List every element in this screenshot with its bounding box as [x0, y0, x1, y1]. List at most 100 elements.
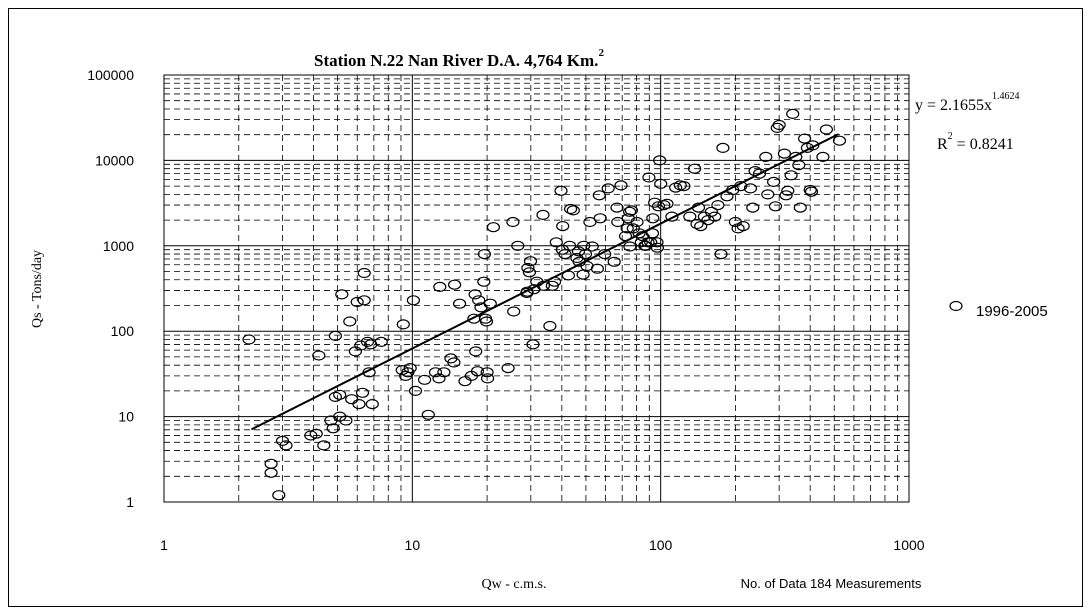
x-axis-label: Qw - c.m.s.	[482, 577, 547, 592]
data-point	[554, 185, 568, 196]
data-point	[566, 205, 580, 216]
data-point	[797, 133, 812, 144]
data-point	[576, 269, 590, 280]
data-point	[806, 140, 820, 151]
y-tick-label: 100	[111, 323, 135, 339]
trend-equation-exponent: 1.4624	[992, 91, 1020, 102]
data-point	[458, 376, 472, 387]
chart-frame: 100000 10000 1000 100 10 1 1 10 100 1000 Station…	[8, 8, 1083, 607]
data-point	[520, 286, 534, 297]
data-point	[469, 346, 483, 357]
data-point	[645, 228, 660, 239]
data-point	[479, 316, 494, 327]
data-point	[792, 160, 806, 171]
data-point	[759, 151, 773, 162]
data-point	[578, 249, 593, 260]
data-point	[620, 223, 634, 234]
trend-r2-value: = 0.8241	[953, 136, 1014, 153]
data-point	[480, 367, 494, 378]
data-point	[623, 241, 637, 252]
data-point	[418, 374, 432, 385]
data-point	[804, 186, 819, 197]
data-point	[511, 240, 525, 251]
grid-minor	[164, 75, 909, 502]
data-point	[772, 119, 786, 131]
data-point	[365, 399, 379, 410]
data-point	[781, 185, 795, 196]
data-point	[592, 190, 606, 201]
data-point	[264, 458, 278, 469]
data-point	[328, 391, 342, 402]
data-point	[242, 334, 256, 345]
data-point	[819, 124, 834, 135]
data-point	[650, 237, 664, 248]
data-point	[743, 183, 758, 194]
data-point	[585, 241, 599, 252]
data-point	[624, 205, 639, 216]
data-point	[665, 211, 679, 222]
data-point	[601, 183, 615, 194]
data-point	[432, 373, 446, 384]
data-point	[803, 184, 817, 196]
data-point	[651, 201, 666, 212]
data-point	[736, 221, 750, 232]
data-points	[242, 108, 847, 501]
grid-major	[164, 75, 909, 502]
data-point	[526, 339, 540, 350]
chart-title-sup: 2	[598, 47, 604, 59]
data-point	[477, 249, 491, 260]
data-point	[312, 350, 326, 361]
data-count-note: No. of Data 184 Measurements	[741, 576, 922, 591]
data-point	[333, 389, 347, 400]
y-tick-label: 100000	[87, 67, 134, 83]
data-point	[687, 163, 702, 174]
data-point	[396, 319, 410, 330]
trend-equation-main: y = 2.1655x	[915, 97, 992, 114]
data-point	[607, 256, 621, 267]
data-point	[677, 181, 691, 192]
data-point	[453, 298, 467, 309]
data-point	[448, 279, 462, 290]
data-point	[746, 202, 760, 213]
x-tick-label: 10	[405, 537, 421, 553]
data-point	[654, 178, 668, 189]
data-point	[590, 263, 605, 274]
data-point	[522, 267, 537, 278]
chart-title-main: Station N.22 Nan River D.A. 4,764 Km.	[314, 51, 598, 70]
trendline	[251, 133, 839, 431]
data-point	[507, 306, 521, 317]
data-point	[832, 135, 847, 146]
y-tick-label: 10	[118, 409, 134, 425]
data-point	[766, 176, 781, 187]
data-point	[360, 336, 375, 347]
data-point	[345, 394, 359, 405]
data-point	[562, 240, 577, 251]
data-point	[779, 190, 793, 201]
data-point	[355, 387, 370, 398]
trend-r2: R2 = 0.8241	[937, 131, 1014, 153]
data-point	[339, 415, 353, 426]
data-point	[374, 336, 388, 347]
data-point	[777, 148, 792, 159]
data-point	[593, 213, 607, 224]
legend-marker	[949, 300, 963, 312]
x-tick-labels: 1 10 100 1000	[160, 537, 925, 553]
data-point	[421, 409, 435, 420]
data-point	[326, 423, 340, 434]
data-point	[660, 198, 674, 209]
data-point	[328, 330, 342, 341]
y-tick-label: 1000	[103, 238, 134, 254]
data-point	[279, 440, 293, 451]
data-point	[536, 209, 550, 220]
data-point	[708, 211, 722, 222]
data-point	[437, 367, 451, 378]
data-point	[523, 256, 538, 267]
data-point	[558, 249, 572, 260]
chart-title: Station N.22 Nan River D.A. 4,764 Km.2	[314, 47, 604, 70]
chart-svg: 100000 10000 1000 100 10 1 1 10 100 1000 Station…	[30, 47, 1048, 592]
data-point	[264, 467, 278, 478]
data-point	[350, 296, 364, 308]
data-point	[610, 202, 624, 213]
data-point	[317, 440, 331, 451]
data-point	[357, 295, 371, 306]
